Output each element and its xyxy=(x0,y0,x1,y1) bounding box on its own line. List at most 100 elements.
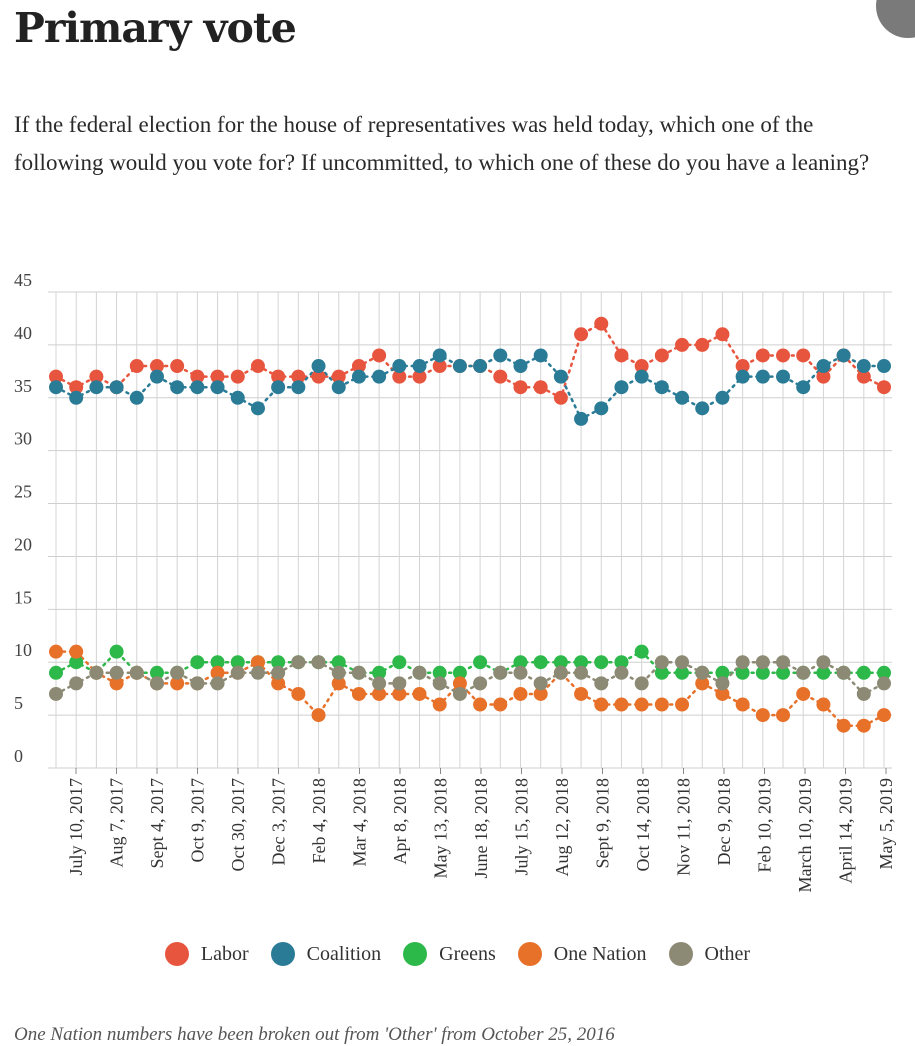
legend-swatch-coalition xyxy=(270,942,295,966)
data-point-greens xyxy=(877,665,891,680)
data-point-greens xyxy=(776,665,791,680)
data-point-other xyxy=(210,676,225,691)
data-point-coalition xyxy=(432,348,447,363)
x-tick-label: May 5, 2019 xyxy=(876,778,896,870)
x-tick-label: May 13, 2018 xyxy=(431,778,451,879)
footnote: One Nation numbers have been broken out … xyxy=(14,1024,615,1045)
data-point-labor xyxy=(210,369,225,384)
page-title: Primary vote xyxy=(14,4,297,52)
data-point-coalition xyxy=(493,348,508,363)
data-point-coalition xyxy=(715,390,730,405)
data-point-other xyxy=(614,665,629,680)
legend-label-greens: Greens xyxy=(439,942,496,965)
data-point-coalition xyxy=(372,369,387,384)
data-point-one-nation xyxy=(594,697,609,712)
data-point-coalition xyxy=(675,390,690,405)
data-point-labor xyxy=(695,337,710,352)
data-point-greens xyxy=(190,655,205,670)
series-points xyxy=(49,316,891,733)
data-point-greens xyxy=(675,665,690,680)
x-tick-label: Mar 4, 2018 xyxy=(350,778,370,867)
x-tick-label: Oct 30, 2017 xyxy=(228,778,248,872)
data-point-coalition xyxy=(392,359,407,374)
data-point-coalition xyxy=(452,359,467,374)
data-point-labor xyxy=(311,369,326,384)
data-point-one-nation xyxy=(49,644,63,659)
data-point-other xyxy=(271,665,286,680)
data-point-greens xyxy=(574,655,589,670)
data-point-labor xyxy=(331,369,346,384)
data-point-greens xyxy=(230,655,245,670)
data-point-labor xyxy=(149,359,164,374)
x-tick-label: Oct 9, 2017 xyxy=(188,778,208,863)
data-point-coalition xyxy=(129,390,144,405)
data-point-one-nation xyxy=(533,686,548,701)
data-point-labor xyxy=(735,359,750,374)
data-point-coalition xyxy=(695,401,710,416)
data-point-labor xyxy=(614,348,629,363)
data-point-one-nation xyxy=(69,644,84,659)
data-point-one-nation xyxy=(654,697,669,712)
data-point-one-nation xyxy=(614,697,629,712)
data-point-greens xyxy=(452,665,467,680)
data-point-coalition xyxy=(230,390,245,405)
data-point-other xyxy=(695,665,710,680)
data-point-coalition xyxy=(473,359,488,374)
primary-vote-chart: 0 5 10 15 20 25 30 35 40 45 July 10, 2017 Aug 7, 2… xyxy=(14,270,896,892)
data-point-coalition xyxy=(69,390,84,405)
data-point-labor xyxy=(654,348,669,363)
data-point-greens xyxy=(533,655,548,670)
data-point-one-nation xyxy=(271,676,286,691)
legend-label-labor: Labor xyxy=(200,942,249,965)
data-point-greens xyxy=(109,644,124,659)
data-point-coalition xyxy=(614,380,629,395)
data-point-labor xyxy=(432,359,447,374)
data-point-coalition xyxy=(291,380,306,395)
data-point-greens xyxy=(210,655,225,670)
data-point-coalition xyxy=(49,380,63,395)
data-point-labor xyxy=(553,390,568,405)
data-point-other xyxy=(250,665,265,680)
data-point-one-nation xyxy=(250,655,265,670)
y-tick-label: 20 xyxy=(14,534,32,554)
data-point-other xyxy=(776,655,791,670)
data-point-labor xyxy=(755,348,770,363)
data-point-greens xyxy=(271,655,286,670)
x-tick-label: Dec 9, 2018 xyxy=(714,778,734,865)
data-point-other xyxy=(816,655,831,670)
data-point-coalition xyxy=(634,369,649,384)
data-point-one-nation xyxy=(856,718,871,733)
data-point-labor xyxy=(715,327,730,342)
data-point-other xyxy=(594,676,609,691)
data-point-one-nation xyxy=(311,708,326,723)
y-axis: 0 5 10 15 20 25 30 35 40 45 xyxy=(14,270,32,766)
y-tick-label: 40 xyxy=(14,323,32,343)
data-point-coalition xyxy=(210,380,225,395)
data-point-labor xyxy=(89,369,104,384)
data-point-coalition xyxy=(109,380,124,395)
expand-icon[interactable] xyxy=(876,0,915,38)
x-tick-label: Aug 12, 2018 xyxy=(552,778,572,877)
data-point-other xyxy=(109,665,124,680)
data-point-other xyxy=(412,665,427,680)
data-point-labor xyxy=(856,369,871,384)
data-point-greens xyxy=(715,665,730,680)
data-point-other xyxy=(392,676,407,691)
chart-subtitle: If the federal election for the house of… xyxy=(14,112,870,175)
data-point-other xyxy=(513,665,528,680)
data-point-coalition xyxy=(412,359,427,374)
data-point-one-nation xyxy=(735,697,750,712)
y-tick-label: 45 xyxy=(14,270,32,290)
data-point-other xyxy=(735,655,750,670)
data-point-other xyxy=(170,665,185,680)
data-point-greens xyxy=(392,655,407,670)
data-point-other xyxy=(452,686,467,701)
data-point-greens xyxy=(69,655,84,670)
data-point-other xyxy=(49,686,63,701)
data-point-other xyxy=(877,676,891,691)
data-point-one-nation xyxy=(493,697,508,712)
data-point-other xyxy=(654,655,669,670)
data-point-coalition xyxy=(574,411,589,426)
data-point-greens xyxy=(432,665,447,680)
data-point-labor xyxy=(170,359,185,374)
